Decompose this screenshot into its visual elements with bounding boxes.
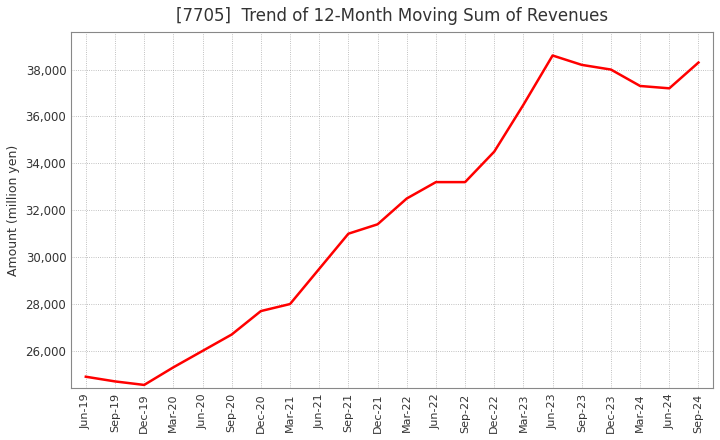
- Y-axis label: Amount (million yen): Amount (million yen): [7, 145, 20, 276]
- Title: [7705]  Trend of 12-Month Moving Sum of Revenues: [7705] Trend of 12-Month Moving Sum of R…: [176, 7, 608, 25]
